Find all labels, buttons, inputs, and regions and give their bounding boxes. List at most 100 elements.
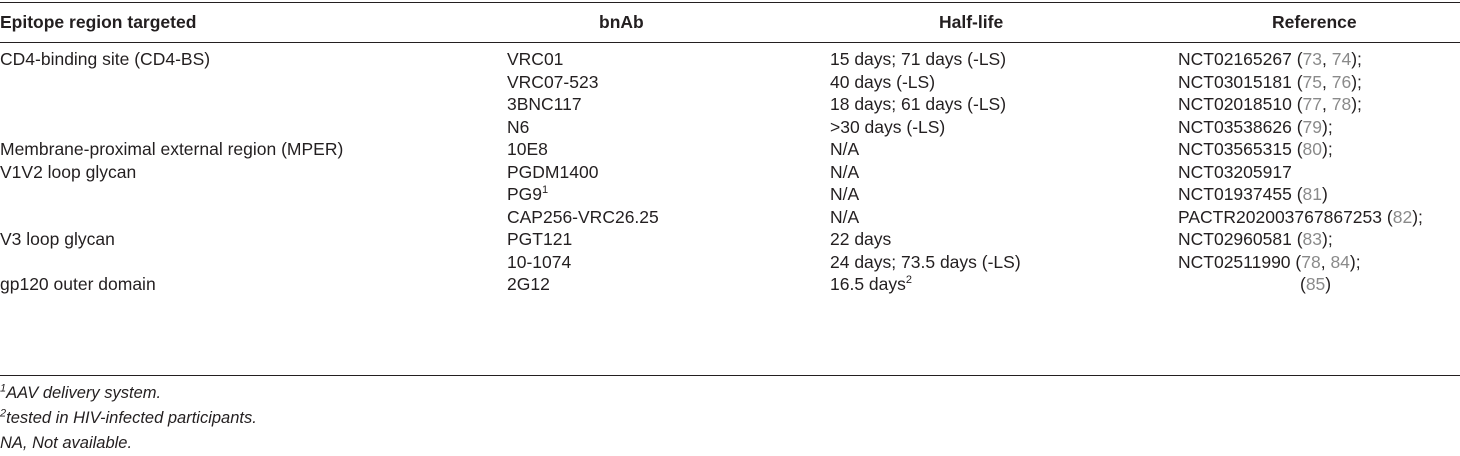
- reference-link[interactable]: 85: [1305, 274, 1326, 294]
- cell-epitope: V3 loop glycan: [0, 229, 115, 249]
- table-top-rule: [0, 2, 1460, 3]
- cell-halflife: N/A: [830, 161, 1178, 184]
- ref-paren-open: (: [1291, 71, 1303, 92]
- cell-reference: NCT03205917: [1178, 161, 1460, 184]
- trial-id: NCT02165267: [1178, 49, 1292, 69]
- ref-paren-close: ): [1322, 184, 1328, 204]
- cell-epitope: CD4-binding site (CD4-BS): [0, 49, 211, 69]
- bnab-name: CAP256-VRC26.25: [507, 206, 659, 227]
- footnote-mark: 1: [0, 382, 7, 395]
- table-header-rule: [0, 42, 1460, 43]
- cell-bnab: N6: [507, 116, 830, 139]
- reference-link[interactable]: 73: [1302, 49, 1322, 69]
- ref-paren-close: );: [1349, 251, 1361, 272]
- cell-halflife: 16.5 days2: [830, 273, 1178, 296]
- halflife-value: N/A: [830, 206, 860, 227]
- cell-epitope: Membrane-proximal external region (MPER): [0, 139, 344, 159]
- trial-id: NCT03205917: [1178, 161, 1292, 182]
- ref-paren-open: (: [1290, 251, 1302, 272]
- halflife-value: >30 days (-LS): [830, 116, 946, 137]
- cell-epitope: [0, 116, 507, 139]
- trial-id: NCT03565315: [1178, 139, 1292, 159]
- table-row: 3BNC117 18 days; 61 days (-LS) NCT02018510…: [0, 93, 1460, 116]
- reference-link[interactable]: 79: [1302, 116, 1322, 137]
- table-row: CD4-binding site (CD4-BS) VRC01 15 days; 7…: [0, 41, 1460, 71]
- cell-bnab: VRC07-523: [507, 71, 830, 94]
- cell-epitope: gp120 outer domain: [0, 274, 156, 294]
- ref-paren-close: );: [1322, 116, 1333, 137]
- ref-paren-open: (: [1291, 94, 1303, 114]
- header-reference: Reference: [1272, 12, 1357, 32]
- table-row: PG91 N/A NCT01937455 (81): [0, 183, 1460, 206]
- ref-paren-close: );: [1322, 139, 1333, 159]
- cell-bnab: 10E8: [507, 138, 830, 161]
- footnote: NA, Not available.: [0, 431, 1460, 456]
- bnab-table: Epitope region targeted bnAb Half-life R…: [0, 4, 1460, 296]
- cell-reference: NCT03565315 (80);: [1178, 138, 1460, 161]
- trial-id: NCT03015181: [1178, 71, 1292, 92]
- cell-reference: NCT03538626 (79);: [1178, 116, 1460, 139]
- cell-bnab: 3BNC117: [507, 93, 830, 116]
- bnab-name: VRC07-523: [507, 71, 599, 92]
- cell-halflife: 24 days; 73.5 days (-LS): [830, 251, 1178, 274]
- reference-link[interactable]: 77: [1302, 94, 1322, 114]
- cell-halflife: 18 days; 61 days (-LS): [830, 93, 1178, 116]
- cell-bnab: 10-1074: [507, 251, 830, 274]
- footnote-mark: 2: [0, 407, 7, 420]
- table-row: CAP256-VRC26.25 N/A PACTR202003767867253 (…: [0, 206, 1460, 229]
- ref-paren-open: (: [1382, 206, 1393, 227]
- reference-link[interactable]: 76: [1331, 71, 1352, 92]
- ref-paren-close: );: [1412, 206, 1423, 227]
- cell-halflife: >30 days (-LS): [830, 116, 1178, 139]
- table-header-row: Epitope region targeted bnAb Half-life R…: [0, 4, 1460, 41]
- trial-id: PACTR202003767867253: [1178, 206, 1383, 227]
- bnab-name: PG9: [507, 184, 543, 204]
- cell-reference: NCT02165267 (73, 74);: [1178, 49, 1362, 69]
- cell-halflife: 22 days: [830, 228, 1178, 251]
- cell-bnab: VRC01: [507, 41, 830, 71]
- bnab-name: PGT121: [507, 229, 573, 249]
- table-bottom-rule: [0, 375, 1460, 376]
- reference-link[interactable]: 75: [1302, 71, 1322, 92]
- bnab-name: 3BNC117: [507, 94, 582, 114]
- reference-link[interactable]: 78: [1331, 94, 1352, 114]
- cell-reference: PACTR202003767867253 (82);: [1178, 206, 1460, 229]
- reference-link[interactable]: 81: [1302, 184, 1322, 204]
- footnote: 1AAV delivery system.: [0, 381, 1460, 406]
- ref-paren-close: );: [1351, 71, 1362, 92]
- halflife-value: 24 days; 73.5 days (-LS): [830, 251, 1021, 272]
- cell-epitope: [0, 93, 507, 116]
- reference-link[interactable]: 82: [1392, 206, 1413, 227]
- header-halflife: Half-life: [939, 12, 1004, 32]
- reference-link[interactable]: 83: [1302, 229, 1322, 249]
- reference-link[interactable]: 78: [1301, 251, 1321, 272]
- cell-bnab: 2G12: [507, 273, 830, 296]
- bnab-name: PGDM1400: [507, 161, 599, 182]
- table-body: CD4-binding site (CD4-BS) VRC01 15 days; 7…: [0, 41, 1460, 296]
- table-row: gp120 outer domain 2G12 16.5 days2 (85): [0, 273, 1460, 296]
- ref-paren-close: );: [1351, 49, 1362, 69]
- halflife-value: N/A: [830, 139, 860, 159]
- reference-link[interactable]: 80: [1302, 139, 1322, 159]
- trial-id: NCT01937455: [1178, 184, 1292, 204]
- bnab-name: 2G12: [507, 274, 550, 294]
- bnab-name: 10E8: [507, 139, 548, 159]
- cell-epitope: [0, 206, 507, 229]
- bnab-name: N6: [507, 116, 530, 137]
- halflife-value: 18 days; 61 days (-LS): [830, 94, 1007, 114]
- cell-reference: NCT02960581 (83);: [1178, 228, 1460, 251]
- cell-epitope: V1V2 loop glycan: [0, 161, 137, 182]
- table-row: VRC07-523 40 days (-LS) NCT03015181 (75, 7…: [0, 71, 1460, 94]
- halflife-value: 22 days: [830, 229, 892, 249]
- trial-id: NCT02960581: [1178, 229, 1292, 249]
- cell-epitope: [0, 71, 507, 94]
- ref-paren-open: (: [1291, 139, 1303, 159]
- halflife-value: 16.5 days: [830, 274, 906, 294]
- cell-reference: NCT02511990 (78, 84);: [1178, 251, 1361, 272]
- halflife-value: N/A: [830, 184, 860, 204]
- cell-reference: NCT03015181 (75, 76);: [1178, 71, 1362, 92]
- halflife-value: 40 days (-LS): [830, 71, 936, 92]
- reference-link[interactable]: 84: [1330, 251, 1350, 272]
- cell-epitope: [0, 251, 507, 274]
- reference-link[interactable]: 74: [1331, 49, 1352, 69]
